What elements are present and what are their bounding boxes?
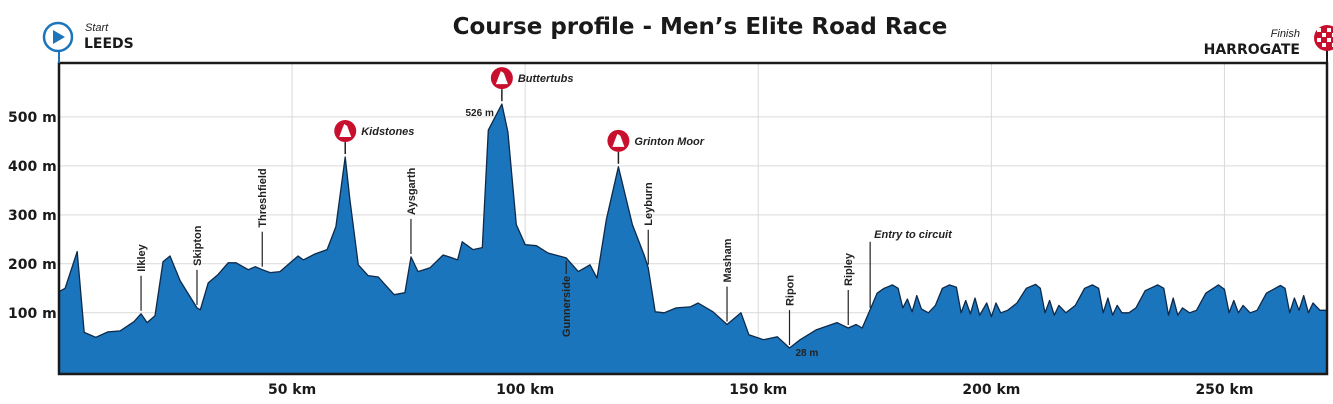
town-label: Ripon <box>784 275 796 306</box>
x-tick-label: 200 km <box>962 382 1020 398</box>
mountain-icon <box>339 124 352 138</box>
y-tick-label: 100 m <box>8 306 57 322</box>
town-label: Masham <box>722 238 734 282</box>
mountain-icon <box>612 133 625 147</box>
town-label: Ilkley <box>136 243 148 271</box>
finish-flag-square <box>1327 28 1331 32</box>
y-tick-label: 300 m <box>8 208 57 224</box>
finish-flag-square <box>1322 43 1326 47</box>
town-elevation-label: 28 m <box>795 348 818 359</box>
axes: 100 m 200 m 300 m 400 m 500 m 50 km 100 km 150 … <box>8 61 1329 398</box>
climb-label: Kidstones <box>361 126 414 138</box>
start-city: LEEDS <box>84 36 134 52</box>
finish-block: Finish HARROGATE <box>1204 25 1333 63</box>
town-label: Ripley <box>843 252 855 286</box>
finish-checkered-flag-icon <box>1314 25 1333 63</box>
mountain-icon <box>495 71 508 85</box>
annotation-label: Entry to circuit <box>874 229 953 241</box>
town-label: Gunnerside <box>561 276 573 337</box>
x-tick-label: 250 km <box>1195 382 1253 398</box>
town-label: Aysgarth <box>406 167 418 215</box>
start-block: Start LEEDS <box>42 21 134 63</box>
climb-label: Buttertubs <box>518 73 574 85</box>
y-tick-label: 200 m <box>8 257 57 273</box>
x-tick-label: 100 km <box>496 382 554 398</box>
finish-flag-square <box>1317 38 1321 42</box>
town-label: Threshfield <box>257 168 269 227</box>
town-label: Skipton <box>192 225 204 266</box>
climb-label: Grinton Moor <box>634 136 704 148</box>
climb-elevation-label: 526 m <box>466 108 494 119</box>
finish-city: HARROGATE <box>1204 42 1300 58</box>
elevation-profile-area <box>58 103 1328 375</box>
start-caption: Start <box>85 22 109 34</box>
plot-frame <box>57 61 1329 376</box>
start-play-icon-triangle <box>53 30 65 44</box>
chart-title: Course profile - Men’s Elite Road Race <box>453 14 948 40</box>
town-label: Leyburn <box>643 182 655 226</box>
finish-flag-square <box>1322 33 1326 37</box>
finish-flag-square <box>1327 38 1331 42</box>
y-tick-label: 500 m <box>8 110 57 126</box>
markers: Kidstones Buttertubs 526 m Grinton Moor Ilkl… <box>136 67 953 359</box>
x-tick-label: 150 km <box>729 382 787 398</box>
finish-caption: Finish <box>1271 28 1300 40</box>
finish-flag-square <box>1317 28 1321 32</box>
x-tick-label: 50 km <box>268 382 316 398</box>
y-tick-label: 400 m <box>8 159 57 175</box>
